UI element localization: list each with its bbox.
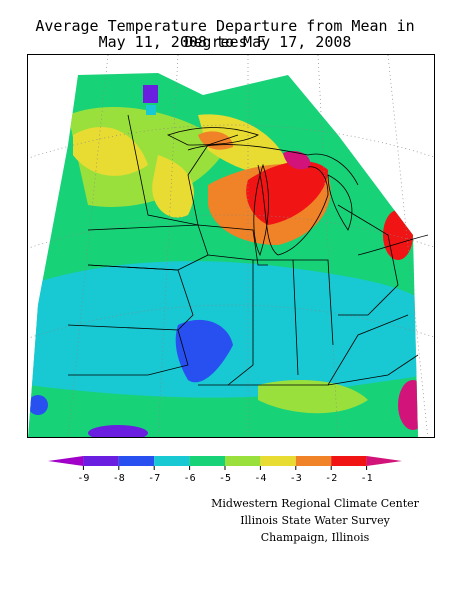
legend-tick-label: -7 — [148, 473, 160, 484]
map-title: Average Temperature Departure from Mean … — [35, 17, 415, 51]
credit-organization: Midwestern Regional Climate Center — [211, 497, 419, 510]
legend-color-segment — [295, 456, 332, 466]
legend-color-segment — [225, 456, 261, 466]
temperature-departure-map — [27, 54, 435, 438]
legend-tick-label: -4 — [254, 473, 266, 484]
state-borders — [67, 114, 419, 386]
legend-tick-label: -5 — [219, 473, 231, 484]
graticule — [28, 55, 434, 437]
color-scale-legend: -9 -8 -7 -6 -5 -4 -3 -2 -1 — [48, 456, 402, 484]
north-cold-patch — [143, 85, 158, 103]
legend-tick-label: -2 — [325, 473, 337, 484]
legend-color-segment — [331, 456, 367, 466]
legend-tick-label: -1 — [361, 473, 373, 484]
legend-color-segment — [83, 456, 119, 466]
legend-color-segment — [154, 456, 190, 466]
legend-color-segment — [189, 456, 225, 466]
legend-color-segment — [118, 456, 155, 466]
credit-survey: Illinois State Water Survey — [240, 514, 390, 527]
legend-color-segment — [366, 456, 402, 466]
credit-location: Champaign, Illinois — [260, 531, 370, 544]
legend-tick-label: -8 — [113, 473, 125, 484]
legend-color-segment — [260, 456, 296, 466]
legend-tick-label: -9 — [77, 473, 89, 484]
legend-tick-label: -3 — [290, 473, 302, 484]
map-date-range: May 11, 2008 to May 17, 2008 — [98, 33, 352, 51]
legend-color-segment — [48, 456, 84, 466]
legend-tick-label: -6 — [184, 473, 196, 484]
great-lakes-outline — [166, 127, 429, 257]
